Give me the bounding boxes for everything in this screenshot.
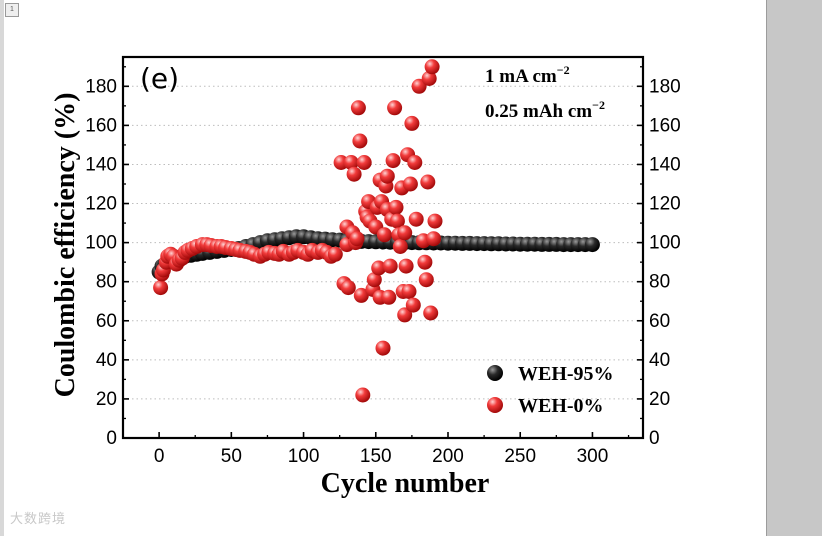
data-point-weh-0 <box>382 258 398 274</box>
right-side-panel <box>766 0 822 536</box>
data-point-weh-95 <box>584 237 600 253</box>
legend-label-weh-95: WEH-95% <box>518 363 614 385</box>
data-point-weh-0 <box>349 231 365 247</box>
x-tick-label: 150 <box>360 446 392 467</box>
capacity-exponent: −2 <box>592 98 605 112</box>
data-point-weh-0 <box>346 166 362 182</box>
data-point-weh-0 <box>153 280 169 296</box>
data-point-weh-0 <box>371 260 387 276</box>
data-point-weh-0 <box>423 305 439 321</box>
data-point-weh-0 <box>411 78 427 94</box>
y-tick-label: 40 <box>96 350 117 371</box>
x-tick-label: 0 <box>154 446 165 467</box>
data-point-weh-0 <box>424 59 440 75</box>
data-point-weh-0 <box>421 71 437 86</box>
data-point-weh-0 <box>355 387 371 403</box>
right-y-tick-label: 100 <box>649 233 681 254</box>
current-density-label: 1 mA cm <box>485 66 557 87</box>
data-point-weh-0 <box>352 133 368 149</box>
data-point-weh-0 <box>340 280 356 296</box>
data-point-weh-0 <box>408 211 424 227</box>
y-tick-label: 160 <box>85 115 117 136</box>
series-weh-0 <box>153 59 443 403</box>
data-point-weh-0 <box>375 340 391 356</box>
page-marker: 1 <box>5 3 19 17</box>
data-point-weh-0 <box>389 213 405 229</box>
capacity-label: 0.25 mAh cm <box>485 101 592 122</box>
data-point-weh-0 <box>385 153 401 169</box>
x-tick-label: 300 <box>577 446 609 467</box>
legend: WEH-95% WEH-0% <box>487 363 614 417</box>
data-point-weh-0 <box>426 231 442 247</box>
svg-text:0.25 mAh cm−2: 0.25 mAh cm−2 <box>485 98 605 122</box>
right-y-tick-label: 0 <box>649 428 660 449</box>
right-y-tick-label: 120 <box>649 194 681 215</box>
legend-label-weh-0: WEH-0% <box>518 395 604 417</box>
right-y-tick-label: 140 <box>649 154 681 175</box>
data-point-weh-0 <box>379 168 395 184</box>
data-point-weh-0 <box>418 272 434 288</box>
data-point-weh-0 <box>401 284 417 299</box>
y-tick-label: 0 <box>106 428 117 449</box>
legend-marker-weh-0 <box>487 397 503 413</box>
right-y-axis-ticks: 0 20 40 60 80 100 120 140 160 180 <box>637 66 681 449</box>
x-tick-label: 50 <box>221 446 242 467</box>
left-window-edge <box>0 0 4 536</box>
data-point-weh-0 <box>381 289 397 305</box>
x-tick-label: 100 <box>288 446 320 467</box>
y-tick-label: 80 <box>96 272 117 293</box>
y-tick-label: 20 <box>96 389 117 410</box>
x-tick-label: 250 <box>504 446 536 467</box>
data-point-weh-0 <box>356 155 372 170</box>
right-y-tick-label: 60 <box>649 311 670 332</box>
y-axis-ticks: 0 20 40 60 80 100 120 140 160 180 <box>85 66 129 449</box>
data-point-weh-0 <box>405 297 421 313</box>
legend-marker-weh-95 <box>487 365 503 381</box>
data-point-weh-0 <box>407 155 423 170</box>
right-y-tick-label: 180 <box>649 76 681 97</box>
data-point-weh-0 <box>420 174 436 190</box>
right-y-tick-label: 40 <box>649 350 670 371</box>
data-point-weh-0 <box>350 100 366 116</box>
y-axis-label: Coulombic efficiency (%) <box>50 93 81 398</box>
y-tick-label: 100 <box>85 233 117 254</box>
watermark-logo: 大数跨境 <box>10 512 67 527</box>
x-tick-label: 200 <box>432 446 464 467</box>
data-point-weh-0 <box>392 239 408 254</box>
data-point-weh-0 <box>398 258 414 274</box>
data-point-weh-0 <box>343 155 359 170</box>
data-point-weh-0 <box>397 307 413 323</box>
panel-label: (e) <box>140 62 179 95</box>
y-tick-label: 120 <box>85 194 117 215</box>
x-axis-label: Cycle number <box>321 468 490 499</box>
data-point-weh-0 <box>397 225 413 241</box>
data-point-weh-0 <box>387 100 403 116</box>
data-point-weh-0 <box>427 213 443 229</box>
data-point-weh-0 <box>353 287 369 303</box>
svg-text:1 mA cm−2: 1 mA cm−2 <box>485 63 570 87</box>
data-point-weh-0 <box>327 246 343 262</box>
data-point-weh-0 <box>376 227 392 243</box>
current-density-exponent: −2 <box>557 63 570 77</box>
y-tick-label: 180 <box>85 76 117 97</box>
data-point-weh-0 <box>388 199 404 215</box>
conditions-annotation: 1 mA cm−2 0.25 mAh cm−2 <box>485 63 605 122</box>
y-tick-label: 140 <box>85 154 117 175</box>
right-y-tick-label: 20 <box>649 389 670 410</box>
right-y-tick-label: 160 <box>649 115 681 136</box>
data-point-weh-0 <box>404 115 420 131</box>
y-tick-label: 60 <box>96 311 117 332</box>
plot-frame <box>121 55 645 440</box>
data-point-weh-0 <box>417 254 433 270</box>
data-point-weh-0 <box>402 176 418 192</box>
data-point-weh-0 <box>366 272 382 288</box>
x-axis-ticks: 0 50 100 150 200 250 300 <box>122 432 630 467</box>
right-y-tick-label: 80 <box>649 272 670 293</box>
